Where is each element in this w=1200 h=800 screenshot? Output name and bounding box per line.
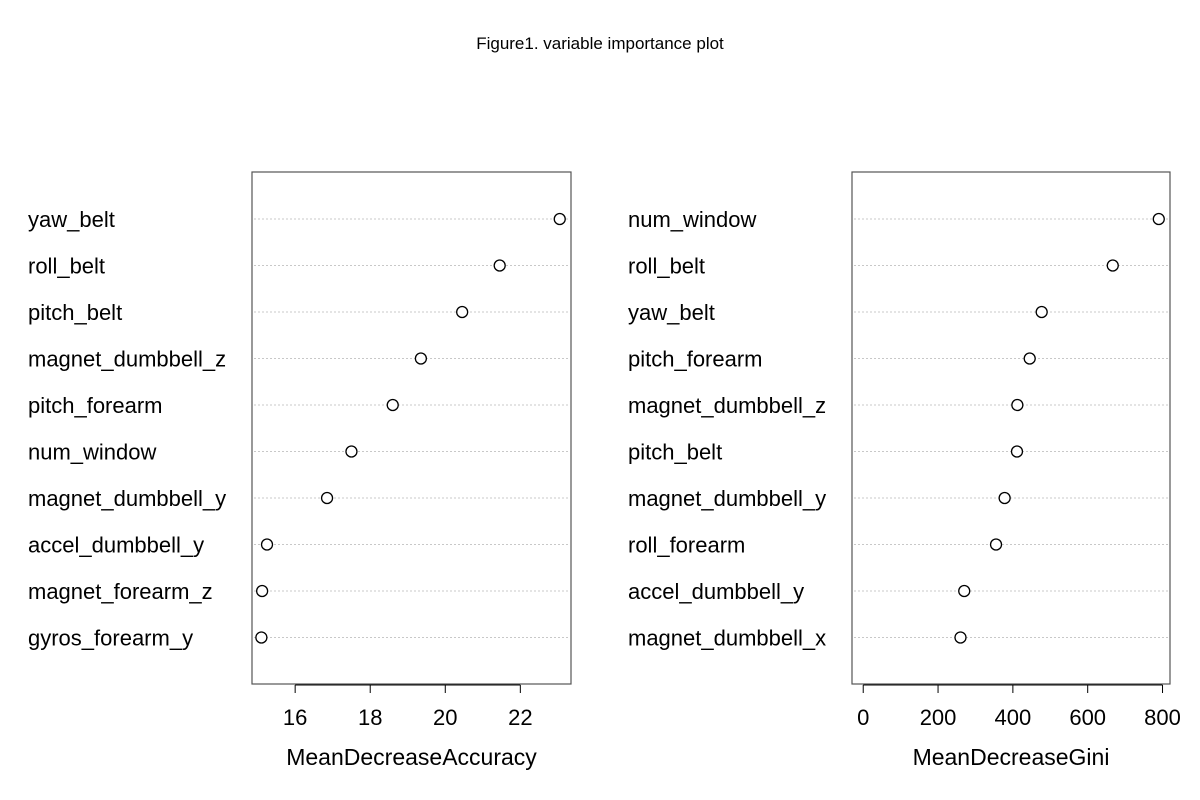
data-point	[1152, 212, 1165, 226]
x-tick-label: 16	[283, 705, 307, 730]
variable-label: gyros_forearm_y	[28, 626, 193, 651]
data-point	[998, 491, 1011, 505]
x-tick-label: 0	[857, 705, 869, 730]
x-tick-label: 600	[1069, 705, 1106, 730]
variable-label: accel_dumbbell_y	[628, 579, 804, 604]
data-point	[1023, 352, 1036, 365]
variable-label: magnet_dumbbell_z	[628, 393, 826, 418]
x-tick-label: 20	[433, 705, 457, 730]
data-point	[456, 305, 469, 319]
variable-label: pitch_belt	[628, 440, 722, 465]
panel-2: num_window roll_belt yaw_belt pitch_forearm…	[628, 171, 1181, 770]
data-point	[345, 445, 358, 458]
variable-label: yaw_belt	[28, 207, 115, 232]
x-tick-label: 200	[920, 705, 957, 730]
data-point	[255, 584, 269, 598]
variable-label: num_window	[28, 440, 157, 465]
variable-label: roll_belt	[28, 254, 105, 279]
data-point	[320, 491, 334, 505]
variable-label: yaw_belt	[628, 300, 715, 325]
x-axis-title: MeanDecreaseGini	[913, 744, 1110, 770]
variable-label: accel_dumbbell_y	[28, 533, 204, 558]
variable-label: roll_belt	[628, 254, 705, 279]
x-axis-title: MeanDecreaseAccuracy	[286, 744, 537, 770]
variable-label: magnet_dumbbell_y	[28, 486, 226, 511]
data-point	[414, 352, 428, 365]
data-point	[989, 538, 1003, 551]
data-point	[1011, 398, 1024, 412]
figure-title: Figure1. variable importance plot	[476, 34, 724, 53]
x-tick-label: 22	[508, 705, 532, 730]
data-point	[493, 259, 506, 272]
variable-label: pitch_forearm	[628, 347, 763, 372]
data-point	[553, 212, 566, 226]
plot-frame	[851, 171, 1171, 685]
variable-label: pitch_belt	[28, 300, 122, 325]
data-point	[255, 631, 268, 644]
data-point	[1035, 305, 1048, 319]
variable-label: magnet_dumbbell_z	[28, 347, 226, 372]
data-point	[954, 631, 967, 644]
x-tick-label: 400	[995, 705, 1032, 730]
variable-label: num_window	[628, 207, 757, 232]
variable-label: pitch_forearm	[28, 393, 163, 418]
variable-label: magnet_dumbbell_y	[628, 486, 826, 511]
data-point	[1010, 445, 1024, 458]
variable-label: magnet_dumbbell_x	[628, 626, 826, 651]
plot-frame	[251, 171, 572, 685]
data-point	[1106, 259, 1119, 272]
x-tick-label: 18	[358, 705, 382, 730]
data-point	[386, 398, 399, 412]
panel-1: yaw_belt roll_belt pitch_belt magnet_dumbbe…	[28, 171, 572, 770]
x-tick-label: 800	[1144, 705, 1181, 730]
variable-label: magnet_forearm_z	[28, 579, 213, 604]
data-point	[958, 584, 971, 598]
variable-label: roll_forearm	[628, 533, 745, 558]
data-point	[260, 538, 274, 551]
